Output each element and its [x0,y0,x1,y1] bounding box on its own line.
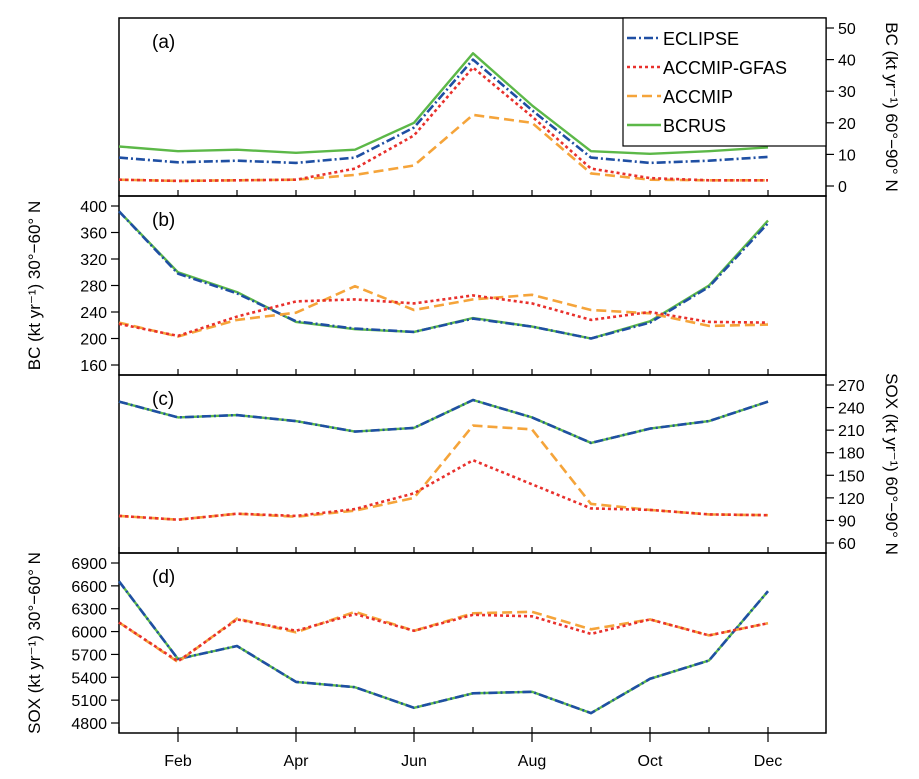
y-tick-label: 6000 [71,625,107,642]
y-tick-label: 5400 [71,670,107,687]
series-bcrus-line-b [118,210,769,340]
y-tick-label: 60 [838,536,856,553]
panel-c-label: (c) [152,389,174,410]
panel-b-label: (b) [152,210,175,231]
legend-label-eclipse: ECLIPSE [663,29,739,49]
y-tick-label: 40 [838,53,856,70]
series-accmip-gfas-line-c [118,458,769,522]
y-tick-label: 50 [838,21,856,38]
series-accmip-line-b [118,284,769,338]
y-tick-label: 6900 [71,556,107,573]
series-eclipse-line-a [118,58,769,165]
y-tick-label: 150 [838,468,865,485]
panel-a: (a) 0 10 20 30 40 50 BC (kt yr⁻¹) 60°−90° N [118,17,901,197]
series-accmip-gfas-line-b [118,294,769,338]
series-eclipse-line-c [118,398,769,445]
y-axis-title: SOX (kt yr⁻¹) 30°−60° N [25,552,44,734]
y-tick-label: 30 [838,84,856,101]
y-tick-label: 5700 [71,647,107,664]
y-tick-label: 360 [80,226,107,243]
panel-d: (d) 4800 5100 5400 5700 6000 6300 6600 6900 SOX (… [25,552,827,734]
y-tick-label: 280 [80,279,107,296]
x-tick-label: Jun [401,753,427,770]
series-accmip-gfas-line-a [118,66,768,183]
x-tick-label: Dec [754,753,782,770]
panels-layer: (a) 0 10 20 30 40 50 BC (kt yr⁻¹) 60°−90° N (b) 1… [25,17,901,770]
panel-b-frame [118,195,827,376]
series-bcrus-line-c [118,398,769,445]
panel-b: (b) 160 200 240 280 320 360 400 BC (kt yr⁻¹) 30°… [25,195,827,376]
panel-a-label: (a) [152,32,175,53]
y-tick-label: 10 [838,147,856,164]
legend-label-accmip-gfas: ACCMIP-GFAS [663,58,787,78]
y-axis-title: SOX (kt yr⁻¹) 60°−90° N [882,373,901,555]
y-tick-label: 270 [838,378,865,395]
y-tick-label: 6300 [71,602,107,619]
y-tick-label: 20 [838,116,856,133]
y-tick-label: 4800 [71,716,107,733]
y-axis-title: BC (kt yr⁻¹) 30°−60° N [25,201,44,370]
series-bcrus-line-a [118,52,769,156]
y-axis-title: BC (kt yr⁻¹) 60°−90° N [882,22,901,191]
series-accmip-gfas-line-d [118,612,769,663]
panel-c: (c) 60 90 120 150 180 210 240 270 SOX (kt yr⁻¹) 6… [118,373,901,555]
series-accmip-line-d [118,610,769,664]
series-eclipse-line-b [118,210,769,340]
series-eclipse-line-d [117,580,769,715]
y-tick-label: 400 [80,199,107,216]
y-tick-label: 200 [80,332,107,349]
panel-d-frame [118,552,827,734]
y-tick-label: 6600 [71,579,107,596]
y-tick-label: 320 [80,252,107,269]
y-tick-label: 240 [80,305,107,322]
legend-label-accmip: ACCMIP [663,87,733,107]
y-tick-label: 160 [80,358,107,375]
series-accmip-line-c [118,424,769,522]
panel-c-frame [118,374,827,554]
x-tick-label: Oct [638,753,663,770]
x-tick-label: Feb [164,753,192,770]
legend: ECLIPSE ACCMIP-GFAS ACCMIP BCRUS [622,17,827,147]
y-tick-label: 5100 [71,693,107,710]
y-tick-label: 90 [838,513,856,530]
series-bcrus-line-d [118,580,769,715]
y-tick-label: 240 [838,401,865,418]
x-tick-label: Aug [518,753,546,770]
y-tick-label: 0 [838,179,847,196]
legend-label-bcrus: BCRUS [663,116,726,136]
y-tick-label: 180 [838,446,865,463]
y-tick-label: 120 [838,491,865,508]
y-tick-label: 210 [838,423,865,440]
x-tick-label: Apr [284,753,310,770]
panel-d-label: (d) [152,567,175,588]
